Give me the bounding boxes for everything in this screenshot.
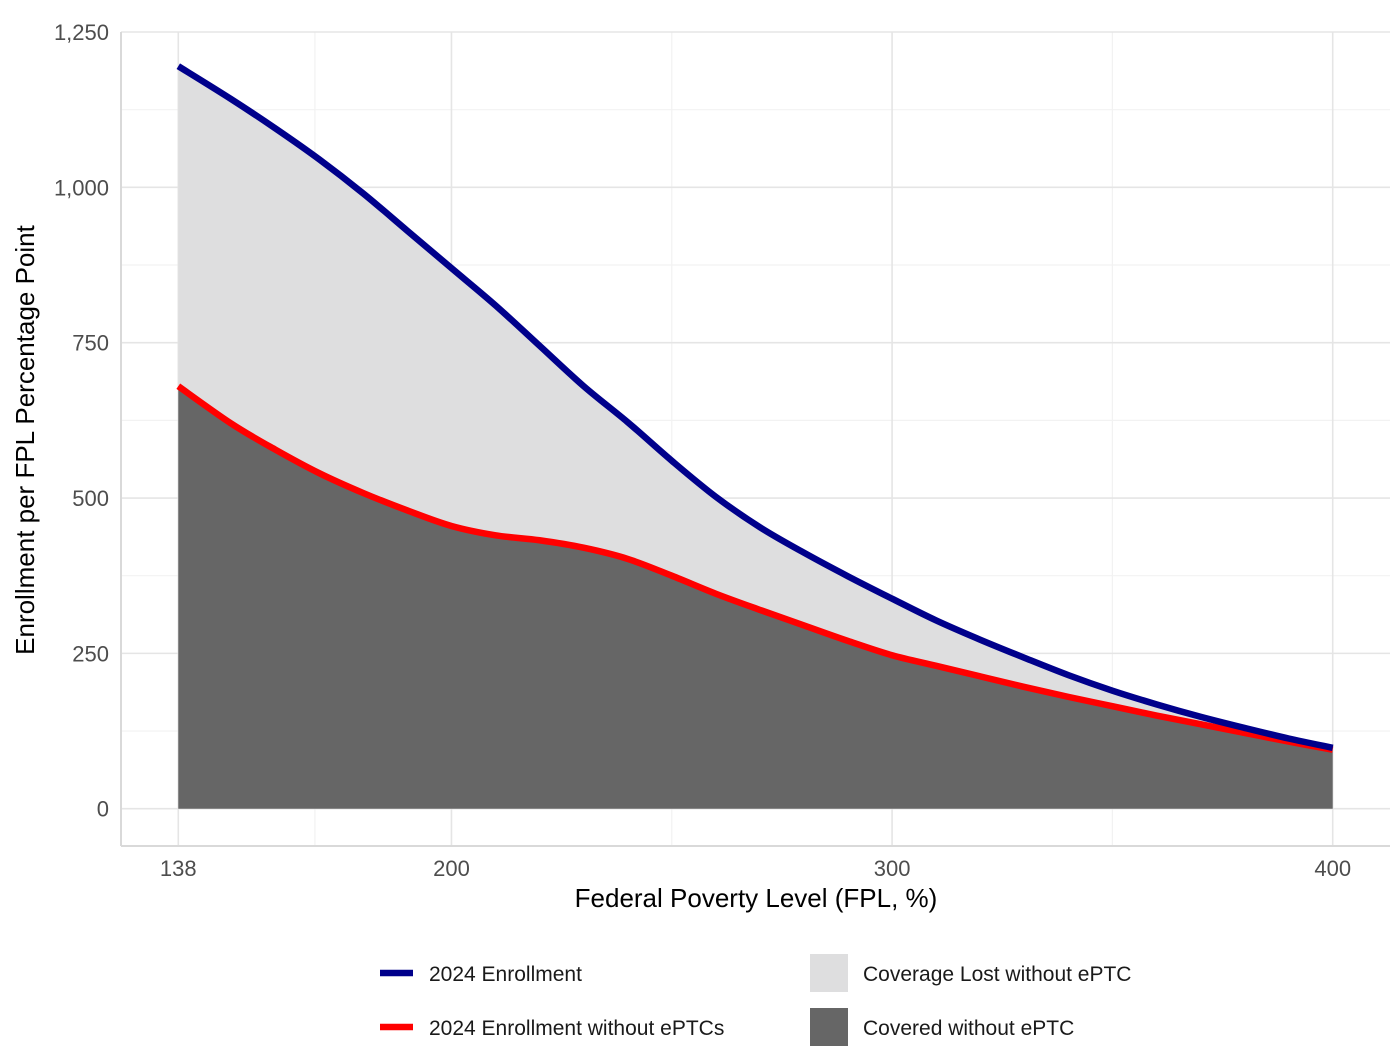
- legend-item: 2024 Enrollment: [380, 963, 582, 986]
- legend-label: 2024 Enrollment without ePTCs: [429, 1017, 724, 1040]
- area-fills: [178, 66, 1333, 809]
- legend: 2024 Enrollment Coverage Lost without ePT…: [380, 954, 1131, 1046]
- x-axis-title: Federal Poverty Level (FPL, %): [575, 883, 938, 913]
- series-line-enrollment: [176, 63, 1334, 751]
- y-tick-label: 1,250: [54, 20, 109, 45]
- y-tick-label: 250: [72, 641, 109, 666]
- series-line-enrollment-without-eptcs: [176, 383, 1334, 753]
- legend-item: Coverage Lost without ePTC: [810, 954, 1131, 992]
- y-tick-label: 500: [72, 486, 109, 511]
- legend-key-swatch: [810, 954, 848, 992]
- x-axis-ticks: 138 200 300 400: [160, 856, 1351, 881]
- legend-label: Coverage Lost without ePTC: [863, 963, 1131, 986]
- legend-item: Covered without ePTC: [810, 1008, 1074, 1046]
- x-tick-label: 200: [433, 856, 470, 881]
- y-tick-label: 0: [97, 797, 109, 822]
- legend-item: 2024 Enrollment without ePTCs: [380, 1017, 724, 1040]
- area-covered: [178, 386, 1333, 809]
- legend-key-swatch: [810, 1008, 848, 1046]
- y-tick-label: 1,000: [54, 175, 109, 200]
- legend-label: Covered without ePTC: [863, 1017, 1074, 1040]
- x-tick-label: 138: [160, 856, 197, 881]
- y-axis-ticks: 0 250 500 750 1,000 1,250: [54, 20, 109, 822]
- x-tick-label: 400: [1314, 856, 1351, 881]
- x-tick-label: 300: [874, 856, 911, 881]
- y-tick-label: 750: [72, 331, 109, 356]
- series-lines: [176, 63, 1334, 753]
- axis-lines: [120, 32, 1390, 847]
- area-coverage-lost: [178, 66, 1333, 750]
- legend-label: 2024 Enrollment: [429, 963, 582, 986]
- y-axis-title: Enrollment per FPL Percentage Point: [10, 224, 40, 654]
